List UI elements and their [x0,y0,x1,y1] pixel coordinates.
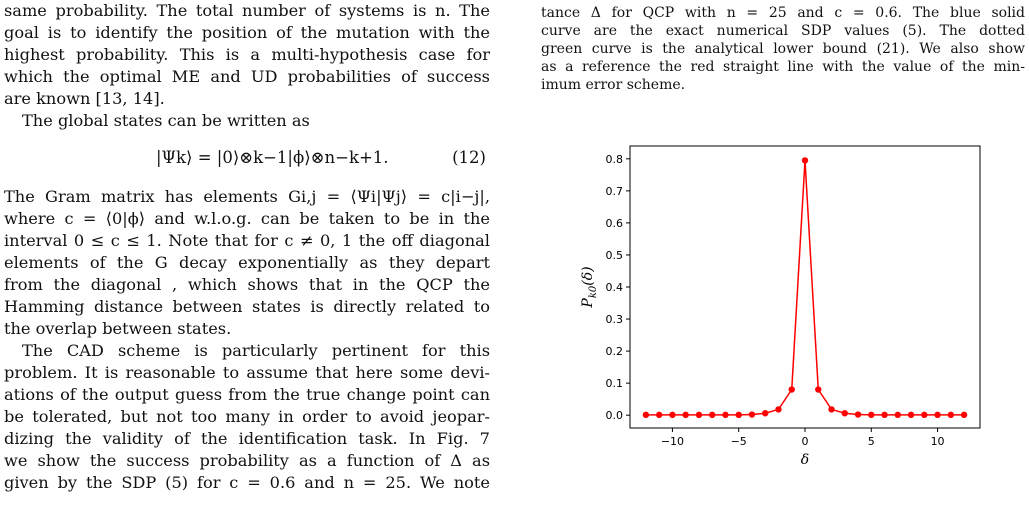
body-line: from the diagonal , which shows that in … [4,275,490,294]
data-point [801,157,809,164]
body-line: dizing the validity of the identificatio… [4,429,490,448]
body-line: same probability. The total number of sy… [4,1,490,20]
series-markers [642,157,968,419]
body-line: The global states can be written as [22,111,310,130]
body-line: where c = ⟨0|ϕ⟩ and w.l.o.g. can be take… [4,209,490,228]
equation-number: (12) [452,148,486,167]
body-line: The CAD scheme is particularly pertinent… [22,341,490,360]
body-line: which the optimal ME and UD probabilitie… [4,67,490,86]
x-tick-label: 5 [868,435,875,448]
y-axis-label: Pk0(δ) [580,266,599,308]
y-tick-label: 0.8 [606,153,624,166]
caption-line: green curve is the analytical lower boun… [541,41,1025,57]
data-point [934,411,941,419]
x-tick-label: 10 [931,435,945,448]
series-line [645,160,965,416]
body-line: problem. It is reasonable to assume that… [4,363,490,382]
x-tick-label: 0 [802,435,809,448]
equation: |Ψk⟩ = |0⟩⊗k−1|ϕ⟩⊗n−k+1. [156,148,389,167]
data-point [642,411,650,419]
data-point [748,411,756,418]
data-point [695,411,703,419]
data-point [815,386,822,393]
data-point [708,411,716,419]
data-point [921,411,928,419]
x-tick-label: −10 [661,435,684,448]
data-point [960,411,968,419]
data-point [947,411,955,419]
plot-frame [629,145,981,429]
y-tick-label: 0.2 [606,345,624,358]
data-point [735,411,742,419]
data-point [841,410,848,417]
body-line: interval 0 ≤ c ≤ 1. Note that for c ≠ 0,… [4,231,490,250]
body-line: are known [13, 14]. [4,89,165,108]
body-line: we show the success probability as a fun… [4,451,490,470]
body-line: goal is to identify the position of the … [4,23,490,42]
data-point [655,411,663,419]
y-tick-label: 0.3 [606,313,624,326]
data-point [881,411,888,419]
y-tick-label: 0.5 [606,249,624,262]
body-line: be tolerated, but not too many in order … [4,407,490,426]
data-point [868,411,875,419]
data-point [854,411,862,418]
x-axis-label: δ [801,452,809,468]
data-point [894,411,902,419]
body-line: elements of the G decay exponentially as… [4,253,490,272]
x-tick-label: −5 [731,435,747,448]
data-point [762,410,769,417]
data-point [669,411,676,419]
data-point [722,411,729,419]
x-ticks: −10 −5 0 5 10 [661,428,945,448]
body-line: The Gram matrix has elements Gi,j = ⟨Ψi|… [4,187,490,206]
caption-line: as a reference the red straight line wit… [541,59,1025,75]
caption-line: curve are the exact numerical SDP values… [541,23,1025,39]
y-tick-label: 0.7 [606,185,624,198]
data-point [828,406,835,413]
y-tick-label: 0.6 [606,217,624,230]
data-point [907,411,915,419]
y-ticks: 0.0 0.1 0.2 0.3 0.4 0.5 0.6 0.7 0.8 [606,153,630,422]
y-tick-label: 0.0 [606,409,624,422]
body-line: ations of the output guess from the true… [4,385,490,404]
body-line: Hamming distance between states is direc… [4,297,490,316]
y-tick-label: 0.4 [606,281,624,294]
data-point [788,386,795,393]
caption-line: imum error scheme. [541,77,686,93]
y-tick-label: 0.1 [606,377,624,390]
body-line: highest probability. This is a multi-hyp… [4,45,490,64]
body-line: given by the SDP (5) for c = 0.6 and n =… [4,473,490,492]
data-point [775,406,782,413]
data-point [682,411,689,419]
caption-line: tance Δ for QCP with n = 25 and c = 0.6.… [541,5,1025,21]
body-line: the overlap between states. [4,319,232,338]
